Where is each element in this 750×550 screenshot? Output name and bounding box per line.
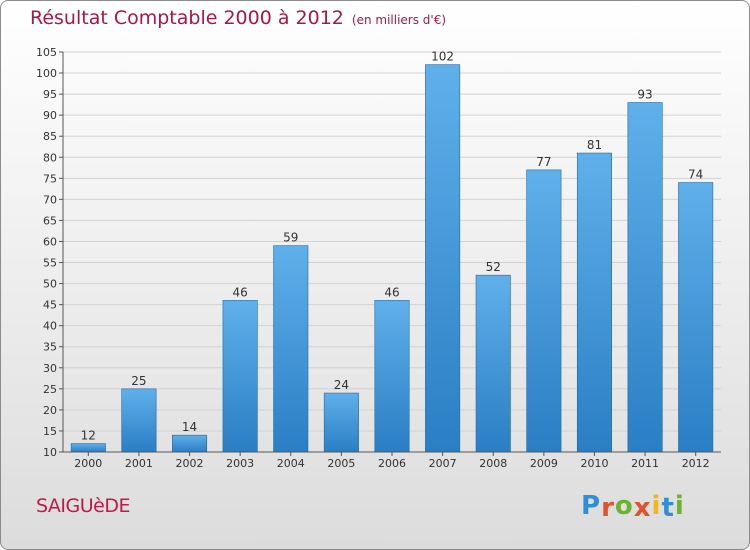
bar-2000 xyxy=(70,443,106,453)
bar-2005 xyxy=(323,392,359,453)
y-tick-label: 35 xyxy=(43,341,57,354)
data-label-2004: 59 xyxy=(283,231,298,245)
proxiti-logo[interactable]: Proxiti xyxy=(581,491,685,523)
y-tick-label: 30 xyxy=(43,362,57,375)
bar-2012 xyxy=(678,182,714,453)
y-tick-label: 65 xyxy=(43,214,57,227)
x-tick-label-2009: 2009 xyxy=(530,457,558,470)
data-label-2003: 46 xyxy=(233,285,248,299)
data-label-2009: 77 xyxy=(536,155,551,169)
data-label-2007: 102 xyxy=(431,50,454,64)
x-tick-label-2010: 2010 xyxy=(580,457,608,470)
bar-2011 xyxy=(627,102,663,453)
y-tick-label: 85 xyxy=(43,130,57,143)
logo-letter: o xyxy=(614,491,634,521)
chart-title-main: Résultat Comptable 2000 à 2012 xyxy=(30,7,344,29)
y-tick-label: 95 xyxy=(43,88,57,101)
y-tick-label: 90 xyxy=(43,109,57,122)
y-tick-label: 70 xyxy=(43,193,57,206)
data-label-2012: 74 xyxy=(688,168,703,182)
bar-2006 xyxy=(374,300,410,453)
y-tick-label: 75 xyxy=(43,172,57,185)
data-label-2005: 24 xyxy=(334,378,349,392)
bar-2007 xyxy=(425,64,461,453)
logo-letter: i xyxy=(651,491,662,521)
logo-letter: r xyxy=(601,493,615,523)
y-tick-label: 55 xyxy=(43,257,57,270)
logo-letter: P xyxy=(581,491,602,521)
bars: 12 25 14 46 59 24 46 102 52 77 81 93 74 xyxy=(70,50,714,453)
commune-name: SAIGUèDE xyxy=(36,495,130,517)
logo-letter: i xyxy=(674,491,685,521)
x-tick-label-2011: 2011 xyxy=(631,457,659,470)
x-tick-label-2008: 2008 xyxy=(479,457,507,470)
x-tick-label-2006: 2006 xyxy=(378,457,406,470)
data-label-2001: 25 xyxy=(131,374,146,388)
y-tick-label: 105 xyxy=(36,46,57,59)
chart-title-unit: (en milliers d'€) xyxy=(351,13,447,27)
x-tick-label-2007: 2007 xyxy=(429,457,457,470)
data-label-2010: 81 xyxy=(587,138,602,152)
chart-title: Résultat Comptable 2000 à 2012 (en millie… xyxy=(30,7,446,29)
data-label-2008: 52 xyxy=(486,260,501,274)
y-tick-label: 15 xyxy=(43,425,57,438)
x-tick-label-2000: 2000 xyxy=(74,457,102,470)
y-tick-label: 60 xyxy=(43,235,57,248)
bar-2001 xyxy=(121,388,157,453)
y-tick-label: 100 xyxy=(36,67,57,80)
y-axis: 10 15 20 25 30 35 40 45 50 55 60 65 70 75 80 85 90 95 100 1… xyxy=(36,46,64,459)
bar-2002 xyxy=(172,434,208,453)
bar-2009 xyxy=(526,169,562,453)
bar-2010 xyxy=(576,152,612,453)
y-tick-label: 10 xyxy=(43,446,57,459)
x-tick-label-2002: 2002 xyxy=(176,457,204,470)
logo-letter: t xyxy=(661,493,675,523)
bar-2008 xyxy=(475,274,511,453)
y-tick-label: 80 xyxy=(43,151,57,164)
y-tick-label: 25 xyxy=(43,383,57,396)
x-tick-label-2001: 2001 xyxy=(125,457,153,470)
x-tick-label-2012: 2012 xyxy=(682,457,710,470)
x-tick-label-2005: 2005 xyxy=(327,457,355,470)
bar-2004 xyxy=(273,245,309,453)
data-label-2002: 14 xyxy=(182,420,197,434)
x-tick-label-2003: 2003 xyxy=(226,457,254,470)
y-tick-label: 40 xyxy=(43,320,57,333)
y-tick-label: 20 xyxy=(43,404,57,417)
x-axis: 2000 2001 2002 2003 2004 2005 2006 2007 2008 2009… xyxy=(63,451,721,470)
data-label-2011: 93 xyxy=(637,88,652,102)
data-label-2000: 12 xyxy=(81,429,96,443)
logo-letter: x xyxy=(633,493,652,523)
bar-2003 xyxy=(222,300,258,453)
data-label-2006: 46 xyxy=(384,285,399,299)
x-tick-label-2004: 2004 xyxy=(277,457,305,470)
y-tick-label: 50 xyxy=(43,278,57,291)
y-tick-label: 45 xyxy=(43,299,57,312)
